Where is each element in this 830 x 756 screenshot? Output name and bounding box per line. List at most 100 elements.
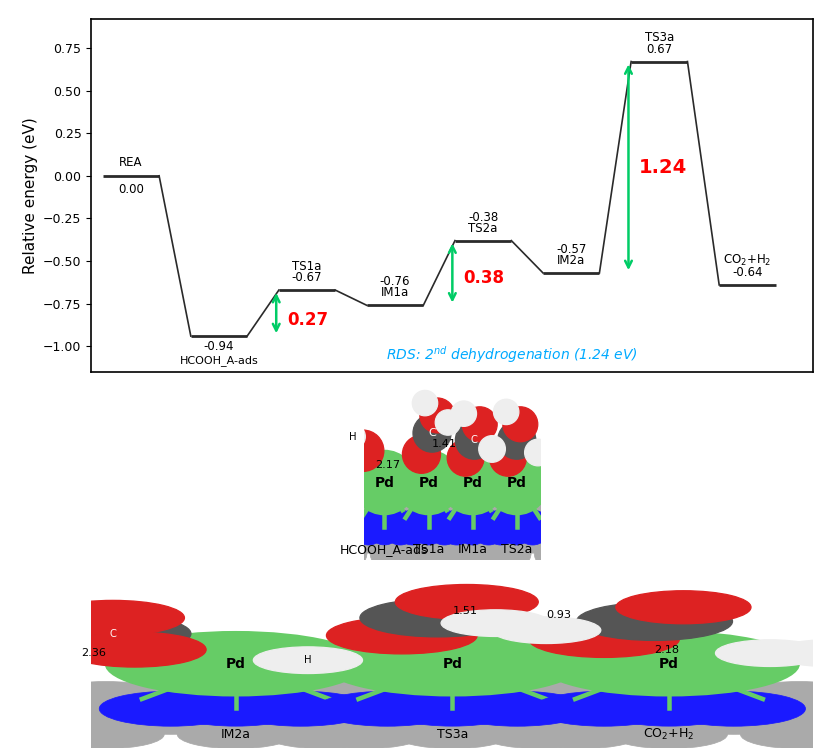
Circle shape [128,682,271,717]
Text: Pd: Pd [226,657,246,671]
Text: 2.18: 2.18 [655,645,680,655]
Circle shape [437,500,472,535]
Circle shape [471,510,506,545]
Circle shape [533,691,676,727]
Circle shape [63,632,206,667]
Circle shape [458,539,487,568]
Circle shape [193,702,322,734]
Text: Pd: Pd [659,657,679,671]
Circle shape [349,500,384,535]
Circle shape [443,500,478,535]
Circle shape [491,539,519,568]
Circle shape [383,539,411,568]
Circle shape [616,590,751,624]
Circle shape [535,539,563,568]
Circle shape [467,500,502,535]
Circle shape [503,407,538,442]
Circle shape [498,421,536,459]
Text: C: C [471,435,478,445]
Circle shape [178,720,294,748]
Circle shape [264,720,381,748]
Text: -0.76: -0.76 [380,275,410,288]
Circle shape [774,640,830,667]
Circle shape [236,702,366,734]
Text: 1.41: 1.41 [432,439,457,449]
Circle shape [398,500,433,535]
Circle shape [602,693,736,726]
Circle shape [452,702,583,734]
Circle shape [100,691,242,727]
Circle shape [413,390,437,416]
Text: TS2a: TS2a [501,543,533,556]
Circle shape [0,682,55,717]
Circle shape [455,500,491,535]
Circle shape [322,702,452,734]
Circle shape [305,500,340,535]
Text: -0.38: -0.38 [468,210,498,224]
Circle shape [105,702,236,734]
Text: CO$_2$+H$_2$: CO$_2$+H$_2$ [643,727,695,742]
Circle shape [343,430,383,472]
Circle shape [439,510,474,545]
Text: IM2a: IM2a [557,254,585,267]
Circle shape [409,522,441,553]
Circle shape [339,539,367,568]
Circle shape [441,522,472,553]
Circle shape [490,439,526,476]
Circle shape [340,424,365,449]
Circle shape [423,500,458,535]
Circle shape [416,522,448,553]
Circle shape [370,539,398,568]
Circle shape [429,500,464,535]
Circle shape [428,522,461,553]
Circle shape [662,691,805,727]
Text: 1.24: 1.24 [639,158,687,177]
Circle shape [427,510,461,545]
Circle shape [481,720,598,748]
Text: Pd: Pd [374,476,394,490]
Text: Pd: Pd [418,476,438,490]
Y-axis label: Relative energy (eV): Relative energy (eV) [22,117,37,274]
Circle shape [353,522,384,553]
Circle shape [412,512,445,545]
Text: IM1a: IM1a [381,287,409,299]
Circle shape [411,500,446,535]
Circle shape [441,610,550,637]
Circle shape [351,510,386,545]
Circle shape [294,682,437,717]
Text: Pd: Pd [462,476,482,490]
Circle shape [799,702,830,734]
Text: RDS: 2$^{nd}$ dehydrogenation (1.24 eV): RDS: 2$^{nd}$ dehydrogenation (1.24 eV) [386,345,638,365]
Circle shape [517,522,549,553]
Circle shape [435,410,461,435]
Text: C: C [110,629,116,639]
Circle shape [669,702,799,734]
Circle shape [395,510,430,545]
Circle shape [368,512,401,545]
Circle shape [409,702,539,734]
Circle shape [385,693,520,726]
Circle shape [0,702,105,734]
Circle shape [253,647,363,674]
Text: H: H [304,655,312,665]
Text: H: H [349,432,356,442]
Circle shape [393,500,428,535]
Circle shape [598,682,740,717]
Circle shape [427,539,455,568]
Circle shape [531,500,566,535]
Circle shape [483,510,519,545]
Circle shape [577,603,733,640]
Circle shape [168,693,303,726]
Circle shape [485,522,517,553]
Circle shape [500,512,534,545]
Circle shape [583,702,712,734]
Circle shape [539,702,669,734]
Circle shape [367,500,402,535]
Circle shape [381,682,524,717]
Circle shape [500,500,535,535]
Text: TS2a: TS2a [468,222,498,234]
Circle shape [453,522,485,553]
Circle shape [414,539,443,568]
Circle shape [307,720,424,748]
Circle shape [446,539,475,568]
